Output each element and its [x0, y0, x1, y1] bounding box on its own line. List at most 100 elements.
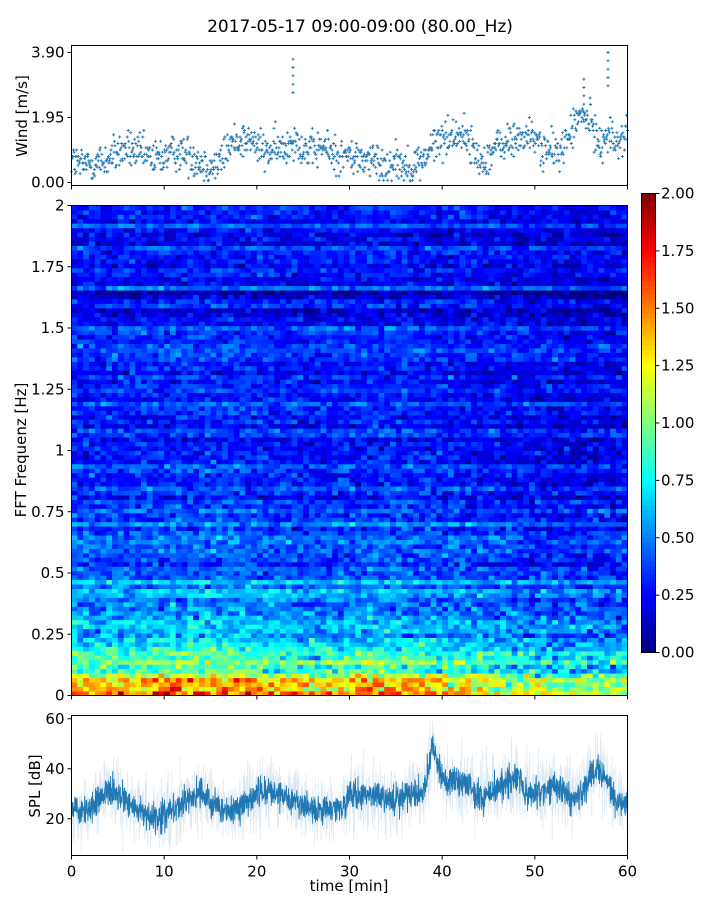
heatmap-cell	[384, 593, 391, 598]
heatmap-cell	[349, 561, 356, 567]
heatmap-cell	[181, 499, 188, 505]
heatmap-cell	[604, 557, 611, 563]
heatmap-cell	[552, 668, 559, 674]
heatmap-cell	[523, 490, 530, 496]
heatmap-cell	[390, 468, 397, 474]
heatmap-cell	[407, 593, 414, 598]
heatmap-cell	[621, 682, 628, 687]
heatmap-cell	[343, 610, 350, 616]
heatmap-cell	[592, 561, 599, 567]
heatmap-cell	[471, 557, 478, 563]
heatmap-cell	[615, 579, 623, 585]
heatmap-cell	[152, 508, 159, 514]
heatmap-cell	[297, 650, 304, 656]
heatmap-cell	[558, 637, 565, 643]
heatmap-cell	[320, 615, 327, 621]
heatmap-cell	[511, 686, 518, 692]
heatmap-cell	[482, 570, 489, 576]
heatmap-cell	[355, 650, 362, 656]
heatmap-cell	[216, 615, 223, 621]
heatmap-cell	[123, 486, 130, 491]
heatmap-cell	[204, 610, 211, 616]
heatmap-cell	[343, 477, 350, 483]
heatmap-cell	[395, 526, 403, 532]
heatmap-cell	[459, 593, 466, 598]
heatmap-cell	[424, 526, 431, 532]
heatmap-cell	[529, 650, 536, 656]
heatmap-cell	[303, 601, 310, 607]
heatmap-cell	[615, 637, 623, 643]
heatmap-cell	[378, 659, 385, 665]
heatmap-cell	[239, 584, 246, 589]
heatmap-cell	[239, 526, 246, 532]
heatmap-cell	[164, 570, 171, 576]
heatmap-cell	[332, 570, 339, 576]
heatmap-cell	[447, 517, 455, 523]
heatmap-cell	[540, 686, 547, 692]
heatmap-cell	[297, 682, 304, 687]
heatmap-cell	[575, 619, 582, 625]
heatmap-cell	[169, 530, 177, 536]
heatmap-cell	[262, 593, 269, 598]
heatmap-cell	[482, 597, 489, 603]
heatmap-cell	[436, 593, 443, 598]
heatmap-cell	[615, 646, 623, 652]
heatmap-cell	[471, 593, 478, 598]
heatmap-cell	[158, 544, 165, 549]
heatmap-cell	[465, 570, 472, 576]
heatmap-cell	[175, 508, 182, 514]
heatmap-cell	[198, 503, 206, 509]
heatmap-cell	[424, 463, 431, 469]
heatmap-cell	[447, 637, 455, 643]
heatmap-cell	[326, 691, 333, 696]
heatmap-cell	[251, 659, 258, 665]
heatmap-cell	[129, 477, 136, 483]
heatmap-cell	[187, 472, 194, 478]
heatmap-cell	[378, 584, 385, 589]
heatmap-cell	[355, 637, 362, 643]
wind-axis-ticks: 0.001.953.90	[31, 44, 628, 192]
heatmap-cell	[540, 561, 547, 567]
heatmap-cell	[610, 682, 617, 687]
heatmap-cell	[447, 526, 455, 532]
heatmap-cell	[222, 499, 229, 505]
heatmap-cell	[308, 664, 316, 670]
heatmap-cell	[447, 490, 455, 496]
heatmap-cell	[210, 552, 217, 558]
heatmap-cell	[540, 619, 547, 625]
heatmap-cell	[308, 593, 316, 598]
heatmap-cell	[123, 557, 130, 563]
heatmap-cell	[233, 481, 240, 487]
heatmap-cell	[308, 463, 316, 469]
heatmap-cell	[274, 659, 281, 665]
heatmap-cell	[117, 624, 125, 630]
heatmap-cell	[534, 468, 542, 474]
heatmap-cell	[100, 481, 107, 487]
heatmap-cell	[494, 664, 501, 670]
heatmap-cell	[285, 655, 292, 661]
heatmap-cell	[123, 624, 130, 630]
heatmap-cell	[453, 575, 460, 581]
heatmap-cell	[152, 548, 159, 554]
heatmap-cell	[135, 557, 142, 563]
heatmap-cell	[251, 642, 258, 647]
heatmap-cell	[297, 468, 304, 474]
heatmap-cell	[476, 646, 484, 652]
heatmap-cell	[83, 682, 90, 687]
heatmap-cell	[94, 579, 101, 585]
heatmap-cell	[337, 673, 345, 679]
heatmap-cell	[523, 548, 530, 554]
heatmap-cell	[366, 521, 374, 527]
heatmap-cell	[164, 624, 171, 630]
heatmap-cell	[245, 633, 252, 638]
heatmap-cell	[227, 477, 235, 483]
heatmap-cell	[494, 677, 501, 683]
heatmap-cell	[598, 650, 605, 656]
heatmap-cell	[94, 633, 101, 638]
heatmap-cell	[239, 486, 246, 491]
heatmap-cell	[355, 530, 362, 536]
heatmap-cell	[366, 557, 374, 563]
heatmap-cell	[361, 584, 368, 589]
heatmap-cell	[401, 468, 408, 474]
heatmap-cell	[94, 548, 101, 554]
